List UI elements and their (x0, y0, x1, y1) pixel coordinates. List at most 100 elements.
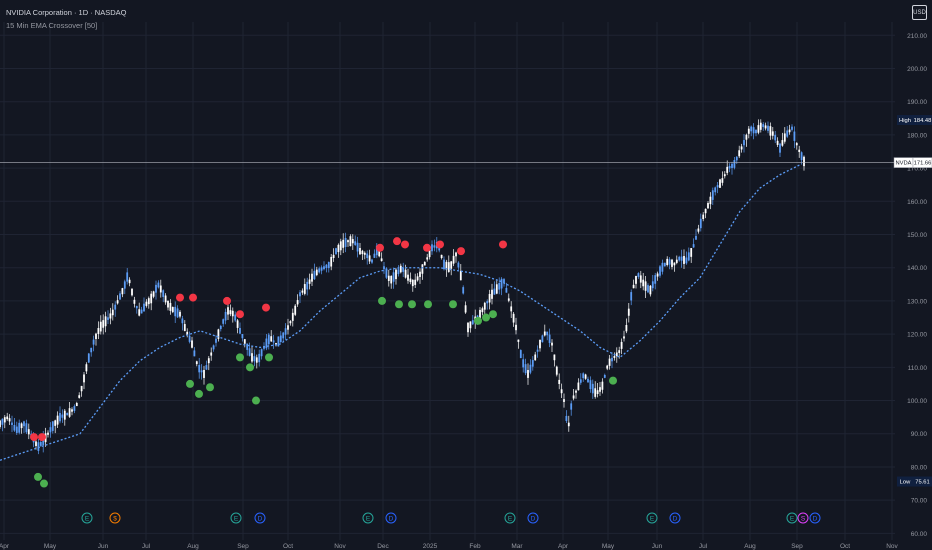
candle-body (217, 329, 220, 339)
event-marker-icon: E (508, 516, 513, 523)
candle-body (651, 281, 654, 289)
sell-signal-dot (189, 293, 197, 302)
candle-body (383, 266, 385, 270)
candle-body (265, 338, 268, 349)
candle-body (119, 293, 121, 300)
event-marker[interactable]: D (809, 512, 821, 524)
candle-body (755, 129, 757, 134)
x-tick-label: Feb (469, 543, 481, 550)
candle-body (104, 316, 107, 327)
event-marker[interactable]: D (669, 512, 681, 524)
event-marker[interactable]: S (797, 512, 809, 524)
candle-body (181, 318, 184, 324)
candle-body (18, 422, 21, 433)
candle-body (558, 379, 561, 384)
candle-body (99, 321, 102, 332)
candle-body (128, 279, 131, 284)
last-price-value-bg (912, 157, 932, 168)
candle-body (524, 364, 527, 374)
event-marker[interactable]: E (646, 512, 658, 524)
candle-body (371, 259, 373, 263)
sell-signal-dot (38, 433, 46, 442)
candle-body (795, 143, 798, 146)
event-marker[interactable]: E (362, 512, 374, 524)
indicator-title: 15 Min EMA Crossover [50] (6, 21, 98, 30)
candle-body (207, 358, 210, 364)
candle-body (507, 298, 510, 301)
event-marker[interactable]: E (230, 512, 242, 524)
candle-body (687, 252, 690, 261)
low-label-caption: Low (900, 480, 911, 486)
candle-body (459, 271, 462, 281)
candle-body (311, 273, 313, 282)
y-tick-label: 110.00 (908, 365, 928, 372)
ema-line (0, 164, 801, 461)
event-marker[interactable]: D (385, 512, 397, 524)
event-markers[interactable]: E $ E D E D E D E D E S D (81, 512, 821, 524)
candle-body (462, 287, 465, 294)
candle-body (565, 415, 568, 421)
candle-body (97, 328, 100, 335)
candle-body (239, 328, 241, 334)
x-tick-label: Oct (840, 543, 850, 550)
candle-body (325, 264, 328, 269)
price-axis[interactable]: 60.00 70.00 80.00 90.00 100.00 110.00 120.00 13… (907, 33, 927, 538)
candle-body (279, 335, 282, 343)
sell-signal-dot (423, 243, 431, 252)
event-marker[interactable]: D (254, 512, 266, 524)
candle-body (395, 269, 397, 280)
candle-body (539, 339, 541, 349)
candle-body (632, 284, 635, 289)
candle-body (596, 390, 599, 395)
event-marker[interactable]: E (504, 512, 516, 524)
currency-badge[interactable]: USD (912, 5, 927, 20)
candle-body (668, 259, 671, 265)
candle-body (66, 413, 69, 416)
candle-body (260, 349, 263, 357)
candle-body (342, 239, 345, 248)
time-axis[interactable]: Apr May Jun Jul Aug Sep Oct Nov Dec 2025 Feb Mar Apr… (0, 543, 899, 550)
candle-body (743, 140, 745, 146)
event-marker[interactable]: E (786, 512, 798, 524)
event-marker[interactable]: D (527, 512, 539, 524)
candle-body (599, 387, 601, 392)
candle-body (231, 310, 234, 317)
candle-body (63, 410, 66, 420)
candle-body (68, 408, 71, 417)
chart-legend: NVIDIA Corporation · 1D · NASDAQ 15 Min … (6, 6, 126, 32)
candle-body (704, 208, 707, 214)
candle-body (582, 373, 585, 379)
buy-signal-dot (408, 300, 416, 309)
event-marker-icon: S (801, 516, 806, 523)
candle-body (111, 309, 114, 316)
candle-body (191, 340, 193, 348)
candle-body (291, 312, 294, 321)
candle-body (570, 403, 573, 410)
candle-body (471, 320, 474, 325)
candle-body (200, 370, 203, 373)
candle-body (786, 130, 789, 137)
candle-body (500, 278, 503, 289)
candle-body (205, 365, 208, 370)
ema-50-line (0, 164, 801, 461)
candle-body (176, 308, 179, 318)
candle-body (59, 412, 61, 422)
candle-body (776, 140, 779, 145)
x-tick-label: Mar (511, 543, 523, 550)
event-marker[interactable]: $ (109, 512, 121, 524)
candle-body (639, 275, 642, 283)
candle-body (368, 255, 371, 262)
sell-signal-dot (436, 240, 444, 249)
candle-body (452, 255, 455, 264)
high-label-value: 184.48 (914, 118, 932, 124)
event-marker-ring (81, 512, 93, 524)
candle-body (92, 339, 95, 345)
candle-body (759, 122, 762, 130)
candle-body (51, 421, 54, 431)
event-marker[interactable]: E (81, 512, 93, 524)
buy-signal-dot (265, 353, 273, 362)
candle-body (102, 320, 105, 328)
candle-body (779, 143, 781, 153)
candle-body (419, 271, 421, 277)
